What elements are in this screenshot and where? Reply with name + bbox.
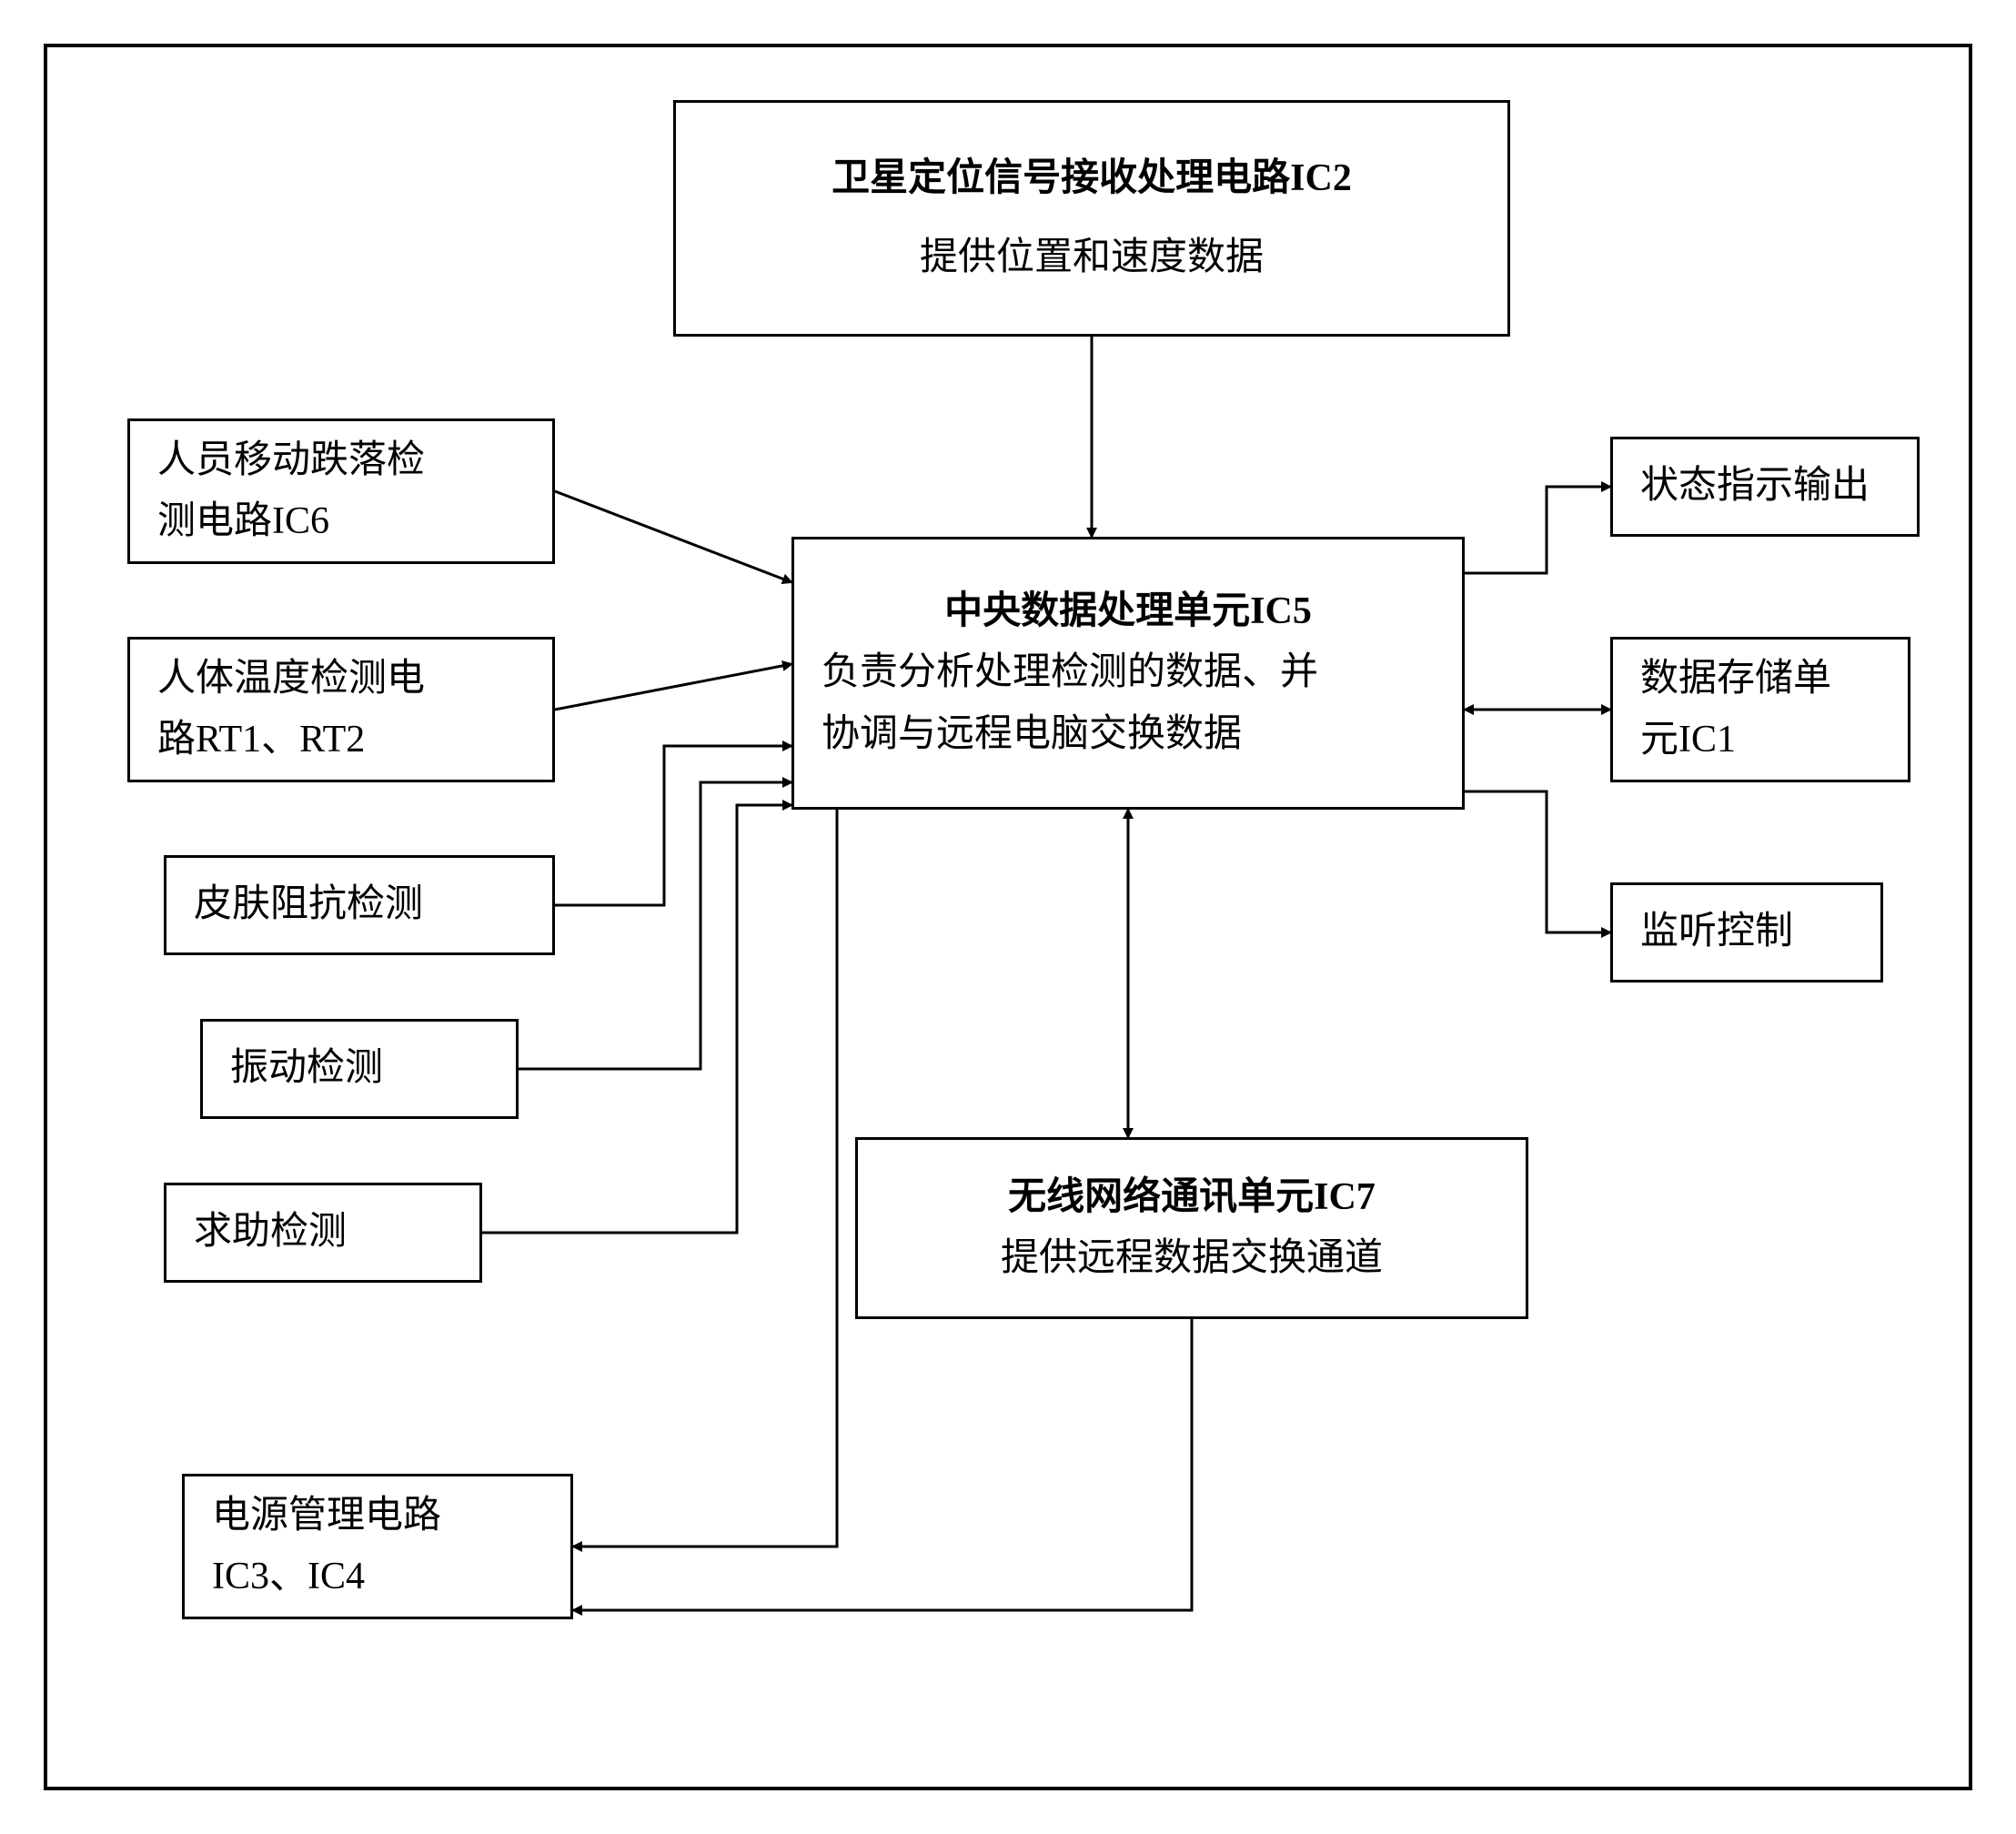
node-satellite-title: 卫星定位信号接收处理电路IC2: [832, 148, 1352, 209]
node-fall-line1: 人员移动跌落检: [157, 430, 425, 491]
system-block-diagram: 卫星定位信号接收处理电路IC2 提供位置和速度数据 人员移动跌落检 测电路IC6…: [0, 0, 2016, 1834]
node-power: 电源管理电路 IC3、IC4: [182, 1474, 573, 1619]
node-wireless-subtitle: 提供远程数据交换通道: [1001, 1228, 1383, 1289]
node-satellite-subtitle: 提供位置和速度数据: [920, 227, 1264, 288]
node-fall-line2: 测电路IC6: [157, 491, 329, 552]
node-storage-line2: 元IC1: [1640, 710, 1736, 771]
node-vibration-text: 振动检测: [230, 1038, 383, 1099]
node-storage-line1: 数据存储单: [1640, 649, 1831, 710]
node-help: 求助检测: [164, 1183, 482, 1283]
node-cpu: 中央数据处理单元IC5 负责分析处理检测的数据、并 协调与远程电脑交换数据: [791, 537, 1465, 810]
node-cpu-title: 中央数据处理单元IC5: [944, 581, 1312, 642]
node-temp-line1: 人体温度检测电: [157, 649, 425, 710]
node-fall: 人员移动跌落检 测电路IC6: [127, 418, 555, 564]
node-cpu-line1: 负责分析处理检测的数据、并: [822, 642, 1318, 703]
node-monitor-text: 监听控制: [1640, 902, 1793, 962]
node-status-text: 状态指示输出: [1640, 456, 1870, 517]
node-skin-text: 皮肤阻抗检测: [194, 874, 423, 935]
node-power-line1: 电源管理电路: [212, 1486, 441, 1547]
node-power-line2: IC3、IC4: [212, 1547, 365, 1607]
node-satellite: 卫星定位信号接收处理电路IC2 提供位置和速度数据: [673, 100, 1510, 337]
node-wireless-title: 无线网络通讯单元IC7: [1008, 1167, 1376, 1228]
node-wireless: 无线网络通讯单元IC7 提供远程数据交换通道: [855, 1137, 1528, 1319]
node-storage: 数据存储单 元IC1: [1610, 637, 1910, 782]
node-status: 状态指示输出: [1610, 437, 1920, 537]
node-vibration: 振动检测: [200, 1019, 519, 1119]
node-temp: 人体温度检测电 路RT1、RT2: [127, 637, 555, 782]
node-skin: 皮肤阻抗检测: [164, 855, 555, 955]
node-temp-line2: 路RT1、RT2: [157, 710, 365, 771]
node-cpu-line2: 协调与远程电脑交换数据: [822, 704, 1242, 765]
node-monitor: 监听控制: [1610, 882, 1883, 982]
node-help-text: 求助检测: [194, 1202, 347, 1263]
